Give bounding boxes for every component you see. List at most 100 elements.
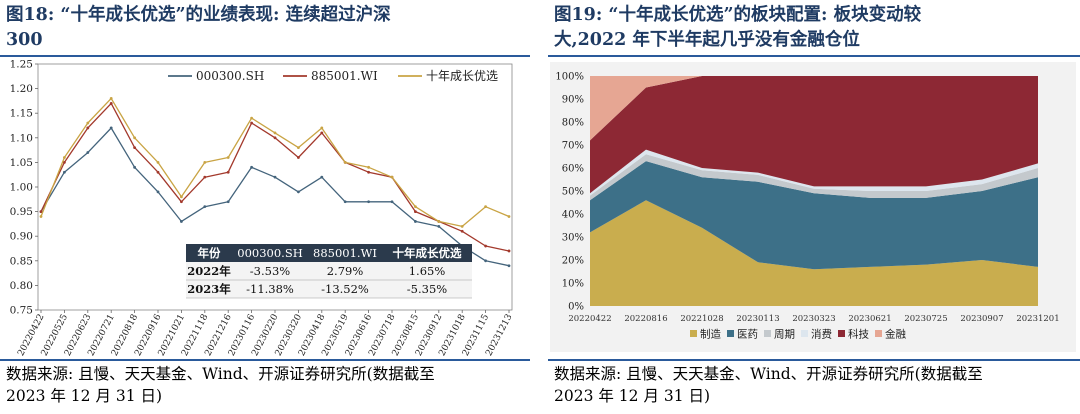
legend-swatch — [801, 330, 808, 337]
series-point — [414, 205, 417, 209]
series-point — [63, 161, 66, 164]
right-title-line2: 大,2022 年下半年起几乎没有金融仓位 — [554, 30, 860, 50]
y-tick-label: 40% — [562, 210, 584, 221]
table-cell: -11.38% — [246, 282, 294, 296]
series-point — [39, 210, 43, 214]
series-point — [133, 165, 137, 169]
right-title-line1: 图19: “十年成长优选”的板块配置: 板块变动较 — [554, 5, 922, 25]
series-point — [63, 156, 66, 159]
x-tick-label: 20231201 — [1016, 314, 1059, 324]
y-tick-label: 0.85 — [10, 255, 33, 267]
series-point — [156, 170, 160, 174]
legend-label: 十年成长优选 — [426, 69, 498, 83]
right-figure: 图19: “十年成长优选”的板块配置: 板块变动较 大,2022 年下半年起几乎… — [548, 0, 1080, 414]
series-point — [367, 165, 370, 169]
x-tick-label: 20220816 — [624, 314, 667, 324]
series-point — [414, 210, 417, 214]
series-point — [507, 215, 511, 218]
right-title: 图19: “十年成长优选”的板块配置: 板块变动较 大,2022 年下半年起几乎… — [554, 3, 921, 53]
area-4 — [590, 76, 1038, 194]
series-point — [297, 190, 300, 194]
table-header-cell: 十年成长优选 — [393, 246, 462, 260]
series-point — [320, 175, 324, 179]
series-point — [297, 146, 300, 150]
y-tick-label: 1.10 — [10, 132, 33, 144]
table-cell: 2.79% — [327, 264, 364, 278]
series-point — [343, 200, 347, 204]
left-source-line2: 2023 年 12 月 31 日) — [6, 387, 163, 405]
right-source-line2: 2023 年 12 月 31 日) — [554, 387, 711, 405]
right-source: 数据来源: 且慢、天天基金、Wind、开源证券研究所(数据截至 2023 年 1… — [554, 363, 983, 407]
series-point — [273, 136, 277, 140]
x-tick-label: 20230113 — [736, 314, 779, 324]
series-point — [507, 249, 511, 253]
series-point — [390, 175, 394, 179]
x-tick-label: 20220422 — [568, 314, 611, 324]
legend-label: 周期 — [774, 329, 795, 341]
series-point — [250, 165, 254, 169]
series-point — [273, 175, 277, 179]
y-tick-label: 1.15 — [10, 108, 33, 120]
legend-swatch — [764, 330, 771, 337]
left-bottom-rule — [0, 359, 530, 361]
series-point — [484, 205, 487, 209]
legend-label: 科技 — [848, 328, 869, 341]
y-tick-label: 70% — [562, 141, 584, 152]
series-point — [109, 97, 113, 100]
series-point — [109, 126, 113, 130]
legend-label: 消费 — [811, 328, 832, 341]
series-point — [367, 200, 370, 204]
series-point — [133, 146, 137, 150]
y-tick-label: 100% — [555, 72, 584, 83]
left-title-line2: 300 — [6, 30, 43, 50]
y-tick-label: 1.20 — [10, 83, 33, 95]
series-point — [86, 126, 90, 130]
series-point — [320, 131, 324, 135]
y-tick-label: 80% — [562, 118, 584, 129]
right-area-chart: 0% 10% 20% 30% 40% 50% 60% 70% 80% 90% 100% 2022042… — [550, 62, 1076, 352]
y-tick-label: 0.80 — [10, 280, 33, 292]
table-cell: 2023年 — [187, 282, 231, 296]
table-header-cell: 年份 — [198, 246, 221, 260]
table-header-cell: 000300.SH — [237, 246, 302, 260]
y-tick-label: 30% — [562, 233, 584, 244]
y-tick-label: 1.00 — [10, 182, 33, 194]
table-cell: 1.65% — [409, 264, 446, 278]
area-5 — [590, 76, 1038, 141]
y-tick-label: 0.75 — [10, 305, 33, 317]
series-point — [203, 175, 207, 179]
series-point — [180, 195, 183, 199]
y-tick-label: 0.90 — [10, 231, 33, 243]
legend-label: 885001.WI — [311, 69, 378, 83]
series-point — [156, 161, 160, 164]
y-tick-label: 90% — [562, 95, 584, 106]
table-header-bg — [186, 244, 472, 262]
left-top-rule — [0, 55, 530, 57]
y-tick-label: 60% — [562, 164, 584, 175]
y-tick-label: 1.05 — [10, 157, 33, 169]
left-line-chart: 0.75 0.80 0.85 0.90 0.95 1.00 1.05 1.10 1.15 1.20… — [10, 59, 515, 358]
table-cell: -3.53% — [250, 264, 290, 278]
series-point — [226, 170, 230, 174]
left-title: 图18: “十年成长优选”的业绩表现: 连续超过沪深 300 — [6, 3, 391, 53]
x-tick-label: 20230621 — [848, 314, 891, 324]
y-tick-label: 50% — [562, 187, 584, 198]
right-top-rule — [548, 55, 1080, 57]
left-source: 数据来源: 且慢、天天基金、Wind、开源证券研究所(数据截至 2023 年 1… — [6, 363, 435, 407]
series-point — [250, 121, 254, 125]
x-tick-label: 20230323 — [792, 314, 835, 324]
y-tick-label: 0% — [568, 302, 584, 313]
series-point — [86, 151, 90, 154]
table-cell: 2022年 — [187, 264, 231, 278]
left-title-line1: 图18: “十年成长优选”的业绩表现: 连续超过沪深 — [6, 5, 391, 25]
legend-label: 医药 — [737, 329, 758, 341]
series-point — [203, 205, 207, 209]
legend-swatch — [690, 330, 697, 337]
legend-label: 000300.SH — [196, 69, 264, 83]
series-point — [86, 121, 90, 125]
series-point — [203, 161, 207, 164]
series-point — [226, 200, 230, 204]
series-point — [297, 156, 300, 159]
legend-swatch — [838, 330, 845, 337]
series-point — [437, 220, 441, 223]
